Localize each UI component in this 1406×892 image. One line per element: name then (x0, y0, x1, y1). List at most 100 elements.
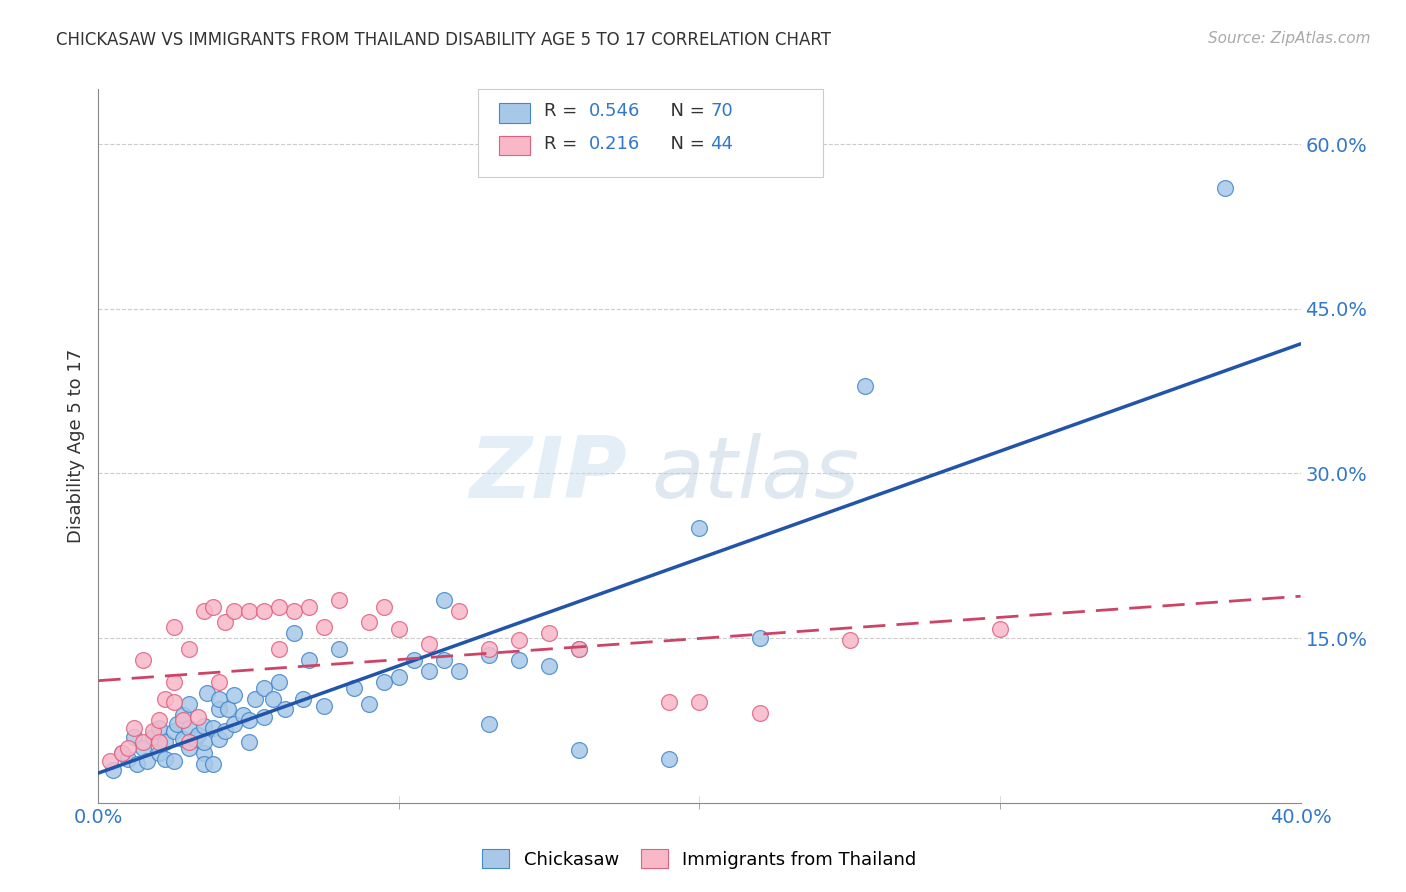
Point (222, 688, 245, 702)
Text: 0.216: 0.216 (589, 135, 640, 153)
Point (238, 735, 260, 749)
Point (658, 752, 681, 766)
Point (148, 714, 170, 728)
Point (153, 752, 176, 766)
Point (658, 695, 681, 709)
Point (568, 642, 591, 657)
Point (195, 686, 218, 700)
Point (222, 716, 245, 731)
Point (238, 604, 260, 618)
Point (208, 675, 231, 690)
Point (124, 730, 146, 744)
Point (148, 747, 170, 761)
Point (538, 625, 561, 640)
Y-axis label: Disability Age 5 to 17: Disability Age 5 to 17 (66, 349, 84, 543)
Point (447, 604, 470, 618)
Point (357, 697, 380, 711)
Point (162, 695, 184, 709)
Point (132, 735, 155, 749)
Point (253, 710, 276, 724)
Point (208, 732, 231, 747)
Point (508, 653, 530, 667)
Text: R =: R = (544, 103, 583, 120)
Point (172, 714, 194, 728)
Point (262, 691, 284, 706)
Point (1215, 181, 1237, 195)
Text: 44: 44 (710, 135, 733, 153)
Point (373, 675, 395, 690)
Point (508, 633, 530, 648)
Point (214, 724, 236, 739)
Point (748, 631, 770, 645)
Point (127, 757, 149, 772)
Point (201, 600, 224, 615)
Point (298, 600, 321, 615)
Point (153, 691, 176, 706)
Point (433, 653, 456, 667)
Point (568, 743, 591, 757)
Point (193, 604, 215, 618)
Point (166, 716, 188, 731)
Point (208, 702, 231, 716)
Point (172, 708, 194, 723)
Point (267, 642, 290, 657)
Point (187, 710, 209, 724)
Text: 70: 70 (710, 103, 733, 120)
Point (402, 653, 425, 667)
Point (148, 735, 170, 749)
Point (214, 615, 236, 629)
Point (217, 702, 239, 716)
Point (291, 691, 314, 706)
Point (148, 721, 170, 735)
Text: R =: R = (544, 135, 583, 153)
Point (388, 669, 411, 683)
Point (478, 648, 501, 662)
Point (201, 757, 224, 772)
Point (373, 600, 395, 615)
Point (689, 521, 711, 535)
Point (274, 702, 297, 716)
Text: CHICKASAW VS IMMIGRANTS FROM THAILAND DISABILITY AGE 5 TO 17 CORRELATION CHART: CHICKASAW VS IMMIGRANTS FROM THAILAND DI… (56, 31, 831, 49)
Text: 0.546: 0.546 (589, 103, 641, 120)
Point (312, 699, 335, 714)
Point (232, 708, 254, 723)
Point (838, 633, 860, 648)
Point (193, 747, 215, 761)
Point (343, 681, 366, 695)
Point (447, 664, 470, 678)
Point (177, 721, 200, 735)
Point (298, 653, 321, 667)
Point (243, 691, 266, 706)
Point (238, 714, 260, 728)
Point (141, 730, 163, 744)
Point (111, 747, 134, 761)
Point (132, 653, 155, 667)
Point (312, 620, 335, 634)
Point (253, 681, 276, 695)
Point (103, 763, 125, 777)
Point (111, 747, 134, 761)
Point (689, 695, 711, 709)
Text: ZIP: ZIP (470, 433, 627, 516)
Point (162, 620, 184, 634)
Point (183, 732, 205, 747)
Point (141, 724, 163, 739)
Point (187, 728, 209, 742)
Text: Source: ZipAtlas.com: Source: ZipAtlas.com (1208, 31, 1371, 46)
Point (177, 697, 200, 711)
Point (328, 642, 350, 657)
Point (100, 754, 122, 768)
Point (132, 740, 155, 755)
Point (418, 664, 440, 678)
Point (388, 623, 411, 637)
Text: N =: N = (659, 135, 711, 153)
Point (267, 675, 290, 690)
Point (193, 735, 215, 749)
Point (222, 604, 245, 618)
Point (172, 732, 194, 747)
Point (177, 642, 200, 657)
Point (162, 754, 184, 768)
Point (117, 740, 139, 755)
Point (153, 735, 176, 749)
Point (357, 615, 380, 629)
